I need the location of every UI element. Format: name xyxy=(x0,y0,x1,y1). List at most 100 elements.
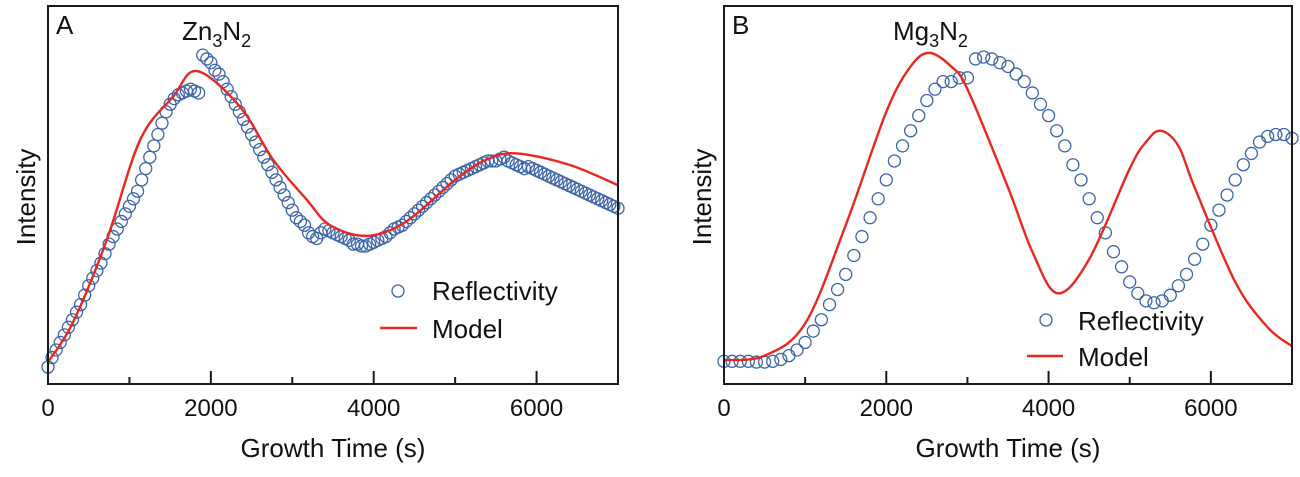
legend-marker-reflectivity-a xyxy=(391,284,405,298)
reflectivity-point xyxy=(73,297,88,312)
reflectivity-point xyxy=(228,97,242,111)
reflectivity-point xyxy=(1212,203,1226,217)
data-layer-b xyxy=(717,50,1299,369)
x-tick-label: 4000 xyxy=(1022,395,1075,422)
reflectivity-point xyxy=(69,305,84,319)
reflectivity-point xyxy=(77,288,92,302)
chart-panel-b: 0 2000 4000 6000 B Mg3N2 Growth Time (s) In… xyxy=(687,5,1299,463)
reflectivity-point xyxy=(399,214,413,229)
reflectivity-point xyxy=(265,165,279,179)
reflectivity-point xyxy=(1017,74,1031,89)
reflectivity-point xyxy=(725,354,739,368)
plot-frame-a xyxy=(47,5,619,385)
x-tick-label: 0 xyxy=(717,395,730,422)
reflectivity-point xyxy=(855,229,869,244)
reflectivity-point xyxy=(1277,127,1291,142)
reflectivity-point xyxy=(1187,252,1202,266)
reflectivity-point xyxy=(1252,135,1267,149)
x-tick-label: 2000 xyxy=(184,395,237,422)
reflectivity-point xyxy=(1244,146,1259,161)
reflectivity-point xyxy=(920,93,934,108)
reflectivity-point xyxy=(428,188,442,202)
reflectivity-point xyxy=(126,192,141,206)
reflectivity-point xyxy=(204,56,218,70)
reflectivity-point xyxy=(395,218,409,232)
reflectivity-point xyxy=(928,82,942,96)
reflectivity-point xyxy=(130,184,145,198)
reflectivity-point xyxy=(1196,237,1210,251)
reflectivity-point xyxy=(1114,260,1129,274)
reflectivity-point xyxy=(1058,139,1072,153)
reflectivity-point xyxy=(86,271,100,285)
reflectivity-point xyxy=(895,139,910,153)
reflectivity-point xyxy=(871,192,885,206)
reflectivity-point xyxy=(297,218,312,232)
reflectivity-point xyxy=(273,180,287,195)
reflectivity-point xyxy=(1147,296,1161,310)
reflectivity-point xyxy=(1269,127,1283,142)
reflectivity-point xyxy=(212,67,226,81)
legend-label-model-b: Model xyxy=(1078,342,1149,372)
reflectivity-point xyxy=(774,352,788,367)
reflectivity-point xyxy=(220,82,234,96)
x-tick-label: 6000 xyxy=(510,395,563,422)
reflectivity-point xyxy=(912,108,926,123)
reflectivity-point xyxy=(1179,267,1194,282)
chart-title-a: Zn3N2 xyxy=(182,16,251,51)
reflectivity-point xyxy=(1041,108,1056,123)
reflectivity-point xyxy=(766,354,780,368)
reflectivity-point xyxy=(281,195,295,210)
reflectivity-point xyxy=(134,173,149,187)
panel-label-a: A xyxy=(56,10,74,40)
reflectivity-point xyxy=(419,195,434,210)
reflectivity-point xyxy=(57,328,71,342)
reflectivity-point xyxy=(403,211,418,225)
data-layer-a xyxy=(41,48,625,374)
plot-frame-b xyxy=(723,5,1293,385)
x-tick-label: 6000 xyxy=(1184,395,1237,422)
reflectivity-point xyxy=(977,50,991,64)
reflectivity-point xyxy=(1261,129,1275,144)
reflectivity-point xyxy=(432,184,446,198)
legend-a: Reflectivity Model xyxy=(380,276,558,344)
reflectivity-point xyxy=(102,237,116,251)
panel-label-b: B xyxy=(732,10,749,40)
x-tick-label: 2000 xyxy=(860,395,913,422)
reflectivity-point xyxy=(191,86,206,100)
reflectivity-point xyxy=(1204,218,1218,232)
model-line xyxy=(46,69,619,363)
x-tick-label: 0 xyxy=(41,395,54,422)
reflectivity-point xyxy=(903,124,918,138)
x-ticks-a: 0 2000 4000 6000 xyxy=(41,371,563,422)
legend-label-model-a: Model xyxy=(432,314,503,344)
reflectivity-point xyxy=(1236,158,1250,172)
reflectivity-point xyxy=(822,297,837,312)
reflectivity-point xyxy=(196,48,210,62)
reflectivity-point xyxy=(1163,288,1177,302)
reflectivity-point xyxy=(424,192,438,206)
reflectivity-point xyxy=(1066,158,1080,172)
reflectivity-point xyxy=(1123,275,1137,289)
reflectivity-point xyxy=(118,207,133,221)
reflectivity-point xyxy=(407,207,422,221)
reflectivity-point xyxy=(1171,279,1186,293)
y-axis-label-b: Intensity xyxy=(687,149,717,246)
reflectivity-point xyxy=(790,343,804,357)
reflectivity-point xyxy=(440,177,454,191)
reflectivity-point xyxy=(830,282,845,297)
model-line xyxy=(723,51,1293,362)
reflectivity-point xyxy=(277,188,291,202)
reflectivity-point xyxy=(1033,97,1048,111)
reflectivity-point xyxy=(224,90,238,104)
x-axis-label-b: Growth Time (s) xyxy=(916,433,1101,463)
reflectivity-point xyxy=(53,335,67,350)
reflectivity-point xyxy=(415,199,430,213)
reflectivity-point xyxy=(1131,286,1145,300)
chart-title-b: Mg3N2 xyxy=(893,16,968,51)
x-tick-label: 4000 xyxy=(347,395,400,422)
y-axis-label-a: Intensity xyxy=(11,149,41,246)
reflectivity-point xyxy=(968,52,983,66)
reflectivity-point xyxy=(1082,192,1096,206)
reflectivity-point xyxy=(1228,173,1242,187)
